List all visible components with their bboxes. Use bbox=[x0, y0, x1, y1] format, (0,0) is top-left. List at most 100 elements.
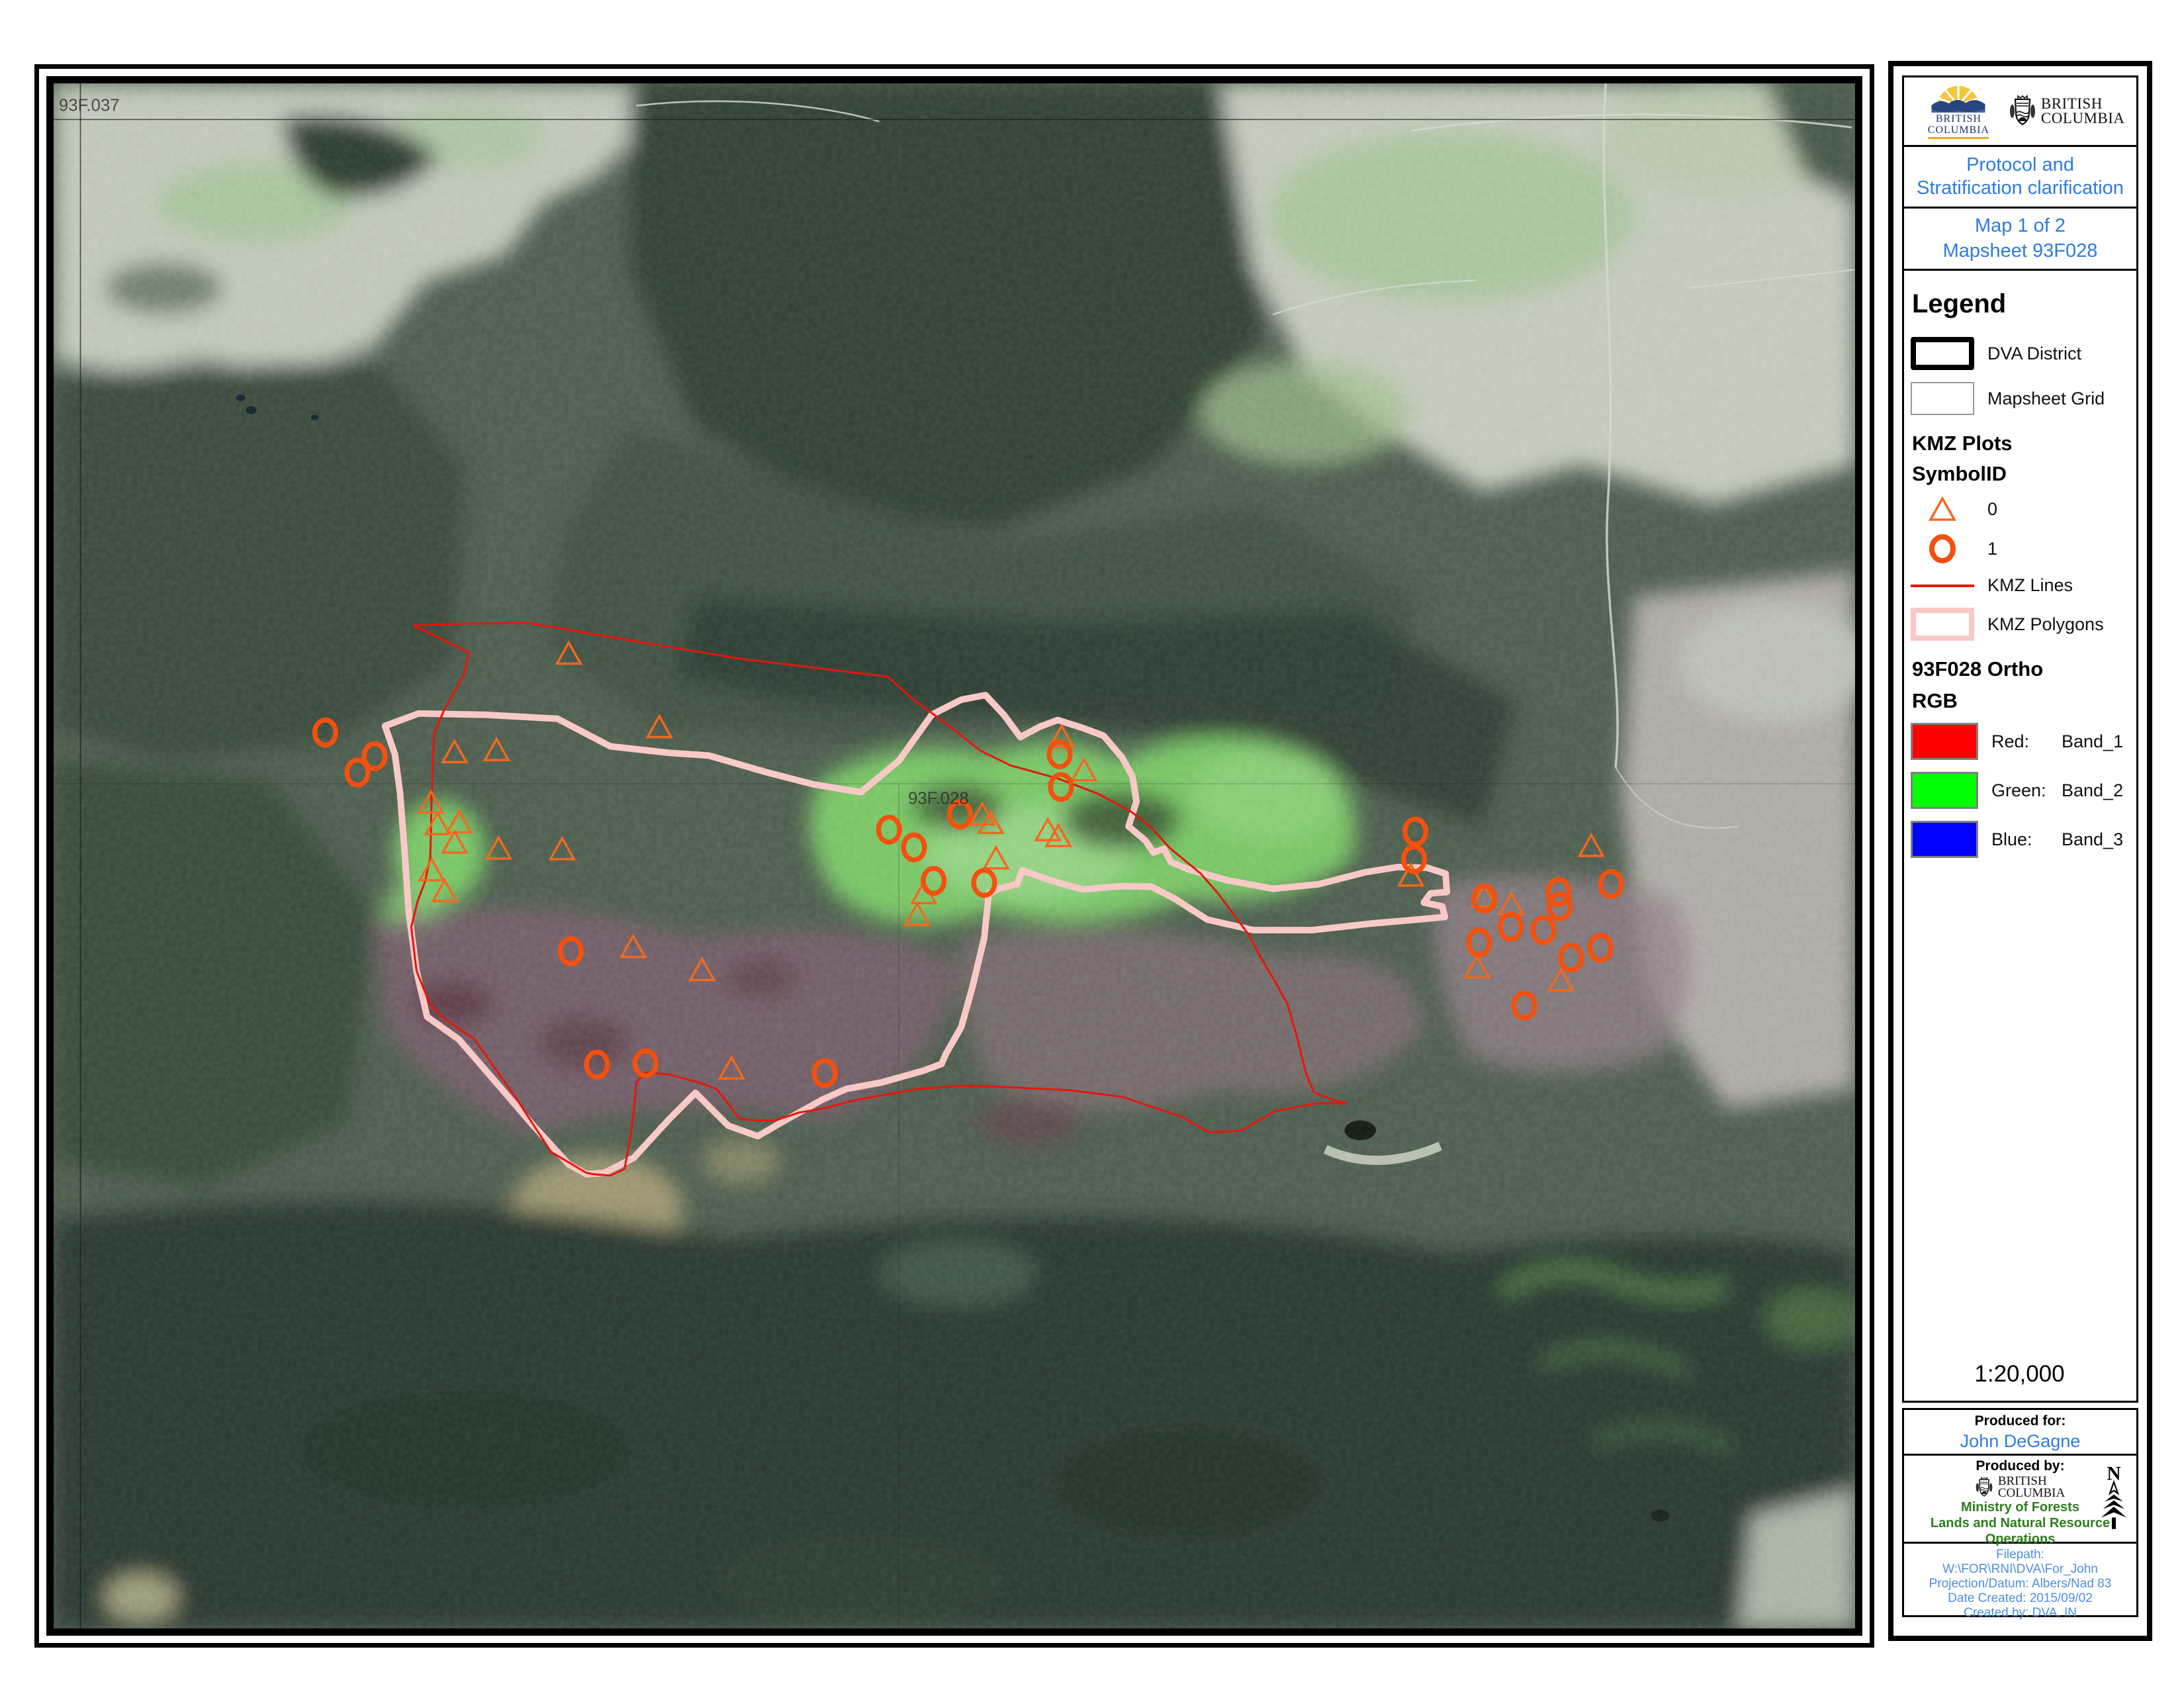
kmz-plot-circle bbox=[811, 1058, 838, 1088]
kmz-polygons-label: KMZ Polygons bbox=[1987, 614, 2104, 634]
triangle-symbol-icon bbox=[1929, 496, 1956, 521]
kmz-lines-swatch bbox=[1911, 584, 1974, 587]
kmz-plot-triangle bbox=[441, 738, 469, 763]
kmz-plot-triangle bbox=[1034, 816, 1062, 841]
gold-underline bbox=[1928, 136, 1989, 139]
ortho-heading: 93F028 Ortho bbox=[1912, 657, 2044, 680]
kmz-plot-circle bbox=[1402, 816, 1429, 847]
red-band-value: Band_1 bbox=[2062, 731, 2124, 751]
kmz-polygon-outline bbox=[381, 692, 1451, 1178]
symbol0-label: 0 bbox=[1987, 498, 1998, 519]
kmz-plot-triangle bbox=[482, 736, 511, 761]
circle-symbol-icon bbox=[1929, 534, 1956, 563]
kmz-plot-triangle bbox=[1070, 757, 1098, 782]
bc-sunrise-logo: BRITISH COLUMBIA bbox=[1915, 83, 2001, 139]
green-band-swatch bbox=[1911, 772, 1978, 809]
produced-by-box: Produced by: BRITISH COLUMBIA Ministry o… bbox=[1902, 1454, 2138, 1546]
kmz-plot-circle bbox=[1401, 844, 1428, 874]
kmz-plot-circle bbox=[632, 1048, 659, 1078]
symbol1-label: 1 bbox=[1987, 538, 1998, 559]
mapsheet-grid-label: 93F.028 bbox=[908, 790, 969, 808]
kmz-plot-triangle bbox=[431, 878, 459, 903]
legend-row-grid: Mapsheet Grid bbox=[1911, 382, 2128, 415]
symbolid-heading: SymbolID bbox=[1912, 462, 2007, 485]
legend-row-kmz-polygons: KMZ Polygons bbox=[1911, 608, 2128, 641]
produced-by-label: Produced by: bbox=[1976, 1458, 2065, 1474]
kmz-line bbox=[410, 622, 1348, 1177]
mapsheet-grid-swatch bbox=[1911, 382, 1974, 415]
kmz-plot-circle bbox=[1547, 891, 1573, 921]
kmz-plot-circle bbox=[344, 757, 371, 788]
kmz-plot-circle bbox=[1471, 883, 1498, 914]
bc-logo-text-line2: COLUMBIA bbox=[1927, 124, 1990, 136]
bc-crest-icon bbox=[2009, 95, 2035, 126]
kmz-plot-triangle bbox=[688, 957, 716, 982]
kmz-plot-triangle bbox=[555, 640, 583, 665]
kmz-plot-circle bbox=[876, 814, 902, 845]
kmz-plot-circle bbox=[1587, 933, 1614, 963]
filepath-line4: Date Created: 2015/09/02 bbox=[1948, 1591, 2093, 1606]
kmz-plot-circle bbox=[1497, 912, 1524, 942]
produced-for-box: Produced for: John DeGagne bbox=[1902, 1408, 2138, 1456]
kmz-overlays: 93F.037 93F.028 bbox=[54, 83, 1855, 1628]
kmz-plot-circle bbox=[1558, 943, 1584, 973]
green-band-value: Band_2 bbox=[2062, 780, 2124, 800]
map-title-box: Protocol and Stratification clarificatio… bbox=[1902, 145, 2138, 209]
map-number-box: Map 1 of 2 Mapsheet 93F028 bbox=[1902, 207, 2138, 271]
map-surround-panel: BRITISH COLUMBIA BRITISH COLUMBIA Protoc… bbox=[1888, 61, 2152, 1641]
produced-for-name: John DeGagne bbox=[1960, 1431, 2081, 1451]
bc-logo-text-line1: BRITISH bbox=[1935, 113, 1982, 125]
dva-district-label: DVA District bbox=[1987, 343, 2082, 363]
blue-band-value: Band_3 bbox=[2062, 829, 2124, 849]
kmz-plot-circle bbox=[1466, 927, 1492, 958]
dva-district-swatch bbox=[1911, 337, 1974, 370]
kmz-lines-label: KMZ Lines bbox=[1987, 575, 2073, 595]
map-number: Map 1 of 2 bbox=[1974, 214, 2066, 236]
filepath-line1: Filepath: bbox=[1996, 1548, 2044, 1562]
mapsheet-grid-label: Mapsheet Grid bbox=[1987, 388, 2105, 408]
kmz-plot-triangle bbox=[441, 829, 469, 854]
map-frame-outer: 93F.037 93F.028 bbox=[34, 64, 1874, 1648]
kmz-plot-triangle bbox=[424, 811, 451, 836]
filepath-line3: Projection/Datum: Albers/Nad 83 bbox=[1929, 1577, 2112, 1591]
kmz-plot-circle bbox=[1545, 876, 1572, 908]
svg-text:N: N bbox=[2107, 1463, 2120, 1484]
rgb-heading: RGB bbox=[1912, 689, 1958, 712]
kmz-plot-triangle bbox=[717, 1055, 746, 1080]
kmz-plot-triangle bbox=[1577, 832, 1606, 857]
ministry-line1: Ministry of Forests bbox=[1961, 1500, 2079, 1515]
kmz-plot-triangle bbox=[1044, 822, 1072, 847]
bc-crest-logo: BRITISH COLUMBIA bbox=[2009, 94, 2125, 128]
kmz-plot-triangle bbox=[1463, 954, 1491, 979]
kmz-plot-circle bbox=[1530, 915, 1557, 945]
north-arrow-icon: N bbox=[2101, 1463, 2127, 1529]
kmz-plot-triangle bbox=[645, 714, 674, 739]
kmz-plot-circle bbox=[946, 799, 974, 830]
kmz-plot-circle bbox=[1046, 739, 1073, 769]
kmz-plot-triangle bbox=[1547, 966, 1575, 992]
kmz-plot-triangle bbox=[445, 809, 473, 834]
blue-band-swatch bbox=[1911, 821, 1978, 858]
legend-row-kmz-lines: KMZ Lines bbox=[1911, 575, 2128, 596]
kmz-plot-triangle bbox=[982, 845, 1010, 870]
kmz-polygons-swatch bbox=[1911, 608, 1974, 641]
green-band-name: Green: bbox=[1991, 780, 2046, 800]
produced-for-label: Produced for: bbox=[1974, 1413, 2066, 1429]
kmz-plot-circle bbox=[901, 832, 927, 863]
bc-crest-small-icon bbox=[1976, 1477, 1993, 1497]
kmz-plots-heading: KMZ Plots bbox=[1912, 432, 2013, 455]
legend-row-band1: Red: Band_1 bbox=[1911, 723, 2128, 760]
kmz-plot-triangle bbox=[619, 933, 647, 959]
filepath-box: Filepath: W:\FOR\RNI\DVA\For_John Projec… bbox=[1902, 1542, 2138, 1620]
kmz-plot-circle bbox=[921, 866, 947, 896]
bc-crest-text: BRITISH COLUMBIA bbox=[2040, 95, 2125, 126]
kmz-plot-triangle bbox=[977, 810, 1005, 835]
filepath-line2: W:\FOR\RNI\DVA\For_John bbox=[1942, 1562, 2098, 1577]
map-title-line1: Protocol and bbox=[1966, 154, 2074, 175]
kmz-plot-triangle bbox=[484, 835, 513, 860]
kmz-plot-triangle bbox=[548, 835, 576, 861]
mapsheet-grid-label: 93F.037 bbox=[59, 97, 120, 115]
legend-row-band2: Green: Band_2 bbox=[1911, 772, 2128, 809]
produced-by-bc-text: BRITISH COLUMBIA bbox=[1997, 1474, 2066, 1501]
